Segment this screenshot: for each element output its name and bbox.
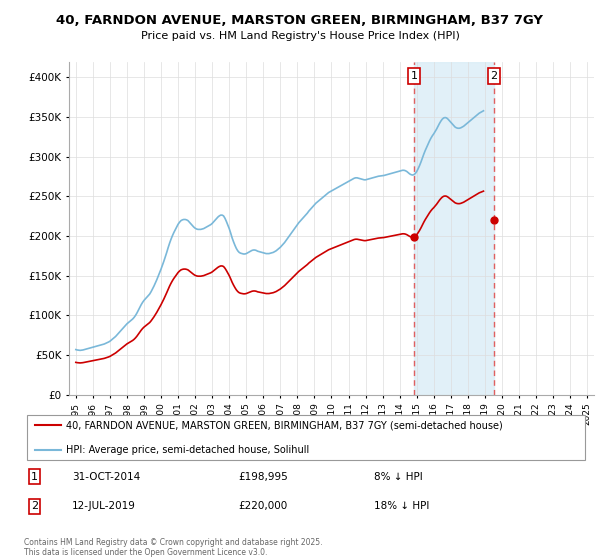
Text: 8% ↓ HPI: 8% ↓ HPI xyxy=(374,472,422,482)
Text: 40, FARNDON AVENUE, MARSTON GREEN, BIRMINGHAM, B37 7GY (semi-detached house): 40, FARNDON AVENUE, MARSTON GREEN, BIRMI… xyxy=(66,420,503,430)
Text: Price paid vs. HM Land Registry's House Price Index (HPI): Price paid vs. HM Land Registry's House … xyxy=(140,31,460,41)
Text: Contains HM Land Registry data © Crown copyright and database right 2025.
This d: Contains HM Land Registry data © Crown c… xyxy=(24,538,323,557)
Text: 2: 2 xyxy=(490,71,497,81)
FancyBboxPatch shape xyxy=(27,415,585,460)
Text: HPI: Average price, semi-detached house, Solihull: HPI: Average price, semi-detached house,… xyxy=(66,445,310,455)
Bar xyxy=(414,62,494,395)
Text: 31-OCT-2014: 31-OCT-2014 xyxy=(72,472,140,482)
Text: 1: 1 xyxy=(410,71,418,81)
Text: 12-JUL-2019: 12-JUL-2019 xyxy=(72,501,136,511)
Text: 18% ↓ HPI: 18% ↓ HPI xyxy=(374,501,429,511)
Text: 1: 1 xyxy=(31,472,38,482)
Text: £220,000: £220,000 xyxy=(238,501,287,511)
Text: 40, FARNDON AVENUE, MARSTON GREEN, BIRMINGHAM, B37 7GY: 40, FARNDON AVENUE, MARSTON GREEN, BIRMI… xyxy=(56,14,544,27)
Text: 2: 2 xyxy=(31,501,38,511)
Text: £198,995: £198,995 xyxy=(238,472,288,482)
